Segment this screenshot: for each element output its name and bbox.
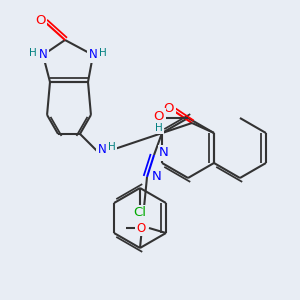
Text: Cl: Cl xyxy=(134,206,146,220)
Text: N: N xyxy=(88,49,98,62)
Text: O: O xyxy=(35,14,45,26)
Text: H: H xyxy=(155,123,163,133)
Text: H: H xyxy=(29,48,37,58)
Text: H: H xyxy=(99,48,107,58)
Text: H: H xyxy=(108,142,116,152)
Text: O: O xyxy=(136,221,146,235)
Text: N: N xyxy=(39,49,47,62)
Text: O: O xyxy=(154,110,164,122)
Text: O: O xyxy=(164,101,174,115)
Text: N: N xyxy=(152,170,162,184)
Text: N: N xyxy=(98,143,106,156)
Text: N: N xyxy=(159,146,169,160)
